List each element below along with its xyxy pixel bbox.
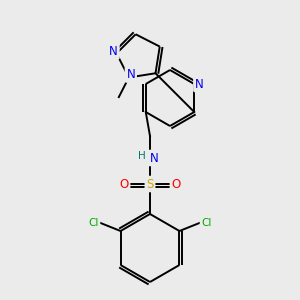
- Text: H: H: [138, 151, 146, 161]
- Text: N: N: [150, 152, 158, 164]
- Text: Cl: Cl: [201, 218, 212, 228]
- Text: O: O: [171, 178, 181, 190]
- Text: O: O: [119, 178, 129, 190]
- Text: N: N: [109, 45, 118, 58]
- Text: S: S: [146, 178, 154, 190]
- Text: Cl: Cl: [88, 218, 99, 228]
- Text: N: N: [195, 77, 204, 91]
- Text: N: N: [126, 68, 135, 81]
